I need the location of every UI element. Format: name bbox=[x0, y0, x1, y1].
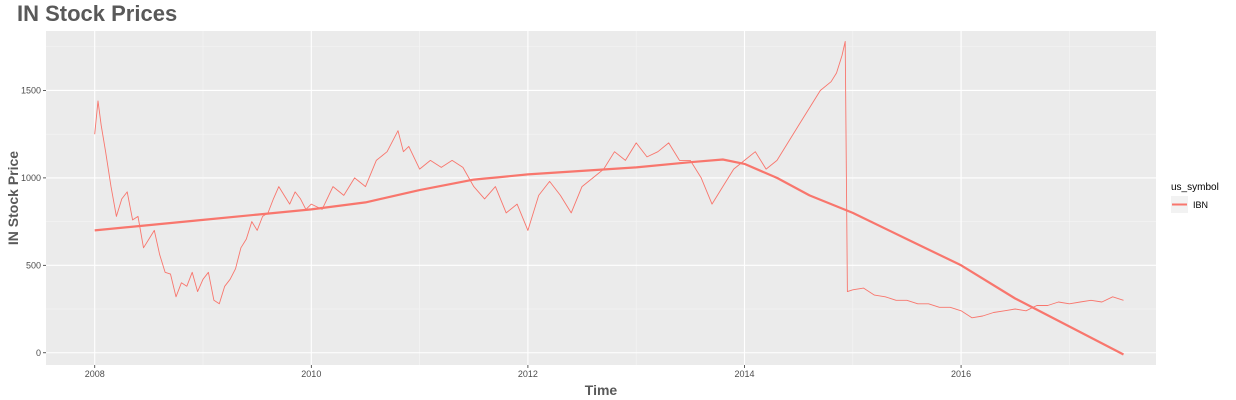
x-tick-label: 2014 bbox=[734, 369, 754, 379]
x-tick-label: 2008 bbox=[85, 369, 105, 379]
series-layer bbox=[94, 41, 1125, 356]
y-axis-title: IN Stock Price bbox=[5, 151, 21, 245]
x-axis-title: Time bbox=[585, 382, 618, 398]
major-gridlines bbox=[46, 31, 1156, 365]
y-tick-label: 1000 bbox=[21, 173, 41, 183]
plot-panel bbox=[46, 31, 1156, 365]
legend-title: us_symbol bbox=[1171, 182, 1219, 193]
minor-gridlines bbox=[46, 31, 1156, 365]
series-line-ibn-trend bbox=[94, 158, 1125, 356]
series-line-ibn-price bbox=[94, 41, 1124, 319]
x-axis: 2008 2010 2012 2014 2016 bbox=[85, 365, 971, 379]
y-tick-label: 1500 bbox=[21, 85, 41, 95]
x-tick-label: 2010 bbox=[301, 369, 321, 379]
chart-title: IN Stock Prices bbox=[17, 1, 178, 26]
x-tick-label: 2012 bbox=[518, 369, 538, 379]
y-axis: 0 500 1000 1500 bbox=[21, 85, 46, 358]
legend: us_symbol IBN bbox=[1171, 182, 1219, 213]
legend-label: IBN bbox=[1193, 200, 1208, 210]
y-tick-label: 0 bbox=[36, 348, 41, 358]
x-tick-label: 2016 bbox=[951, 369, 971, 379]
y-tick-label: 500 bbox=[26, 260, 41, 270]
